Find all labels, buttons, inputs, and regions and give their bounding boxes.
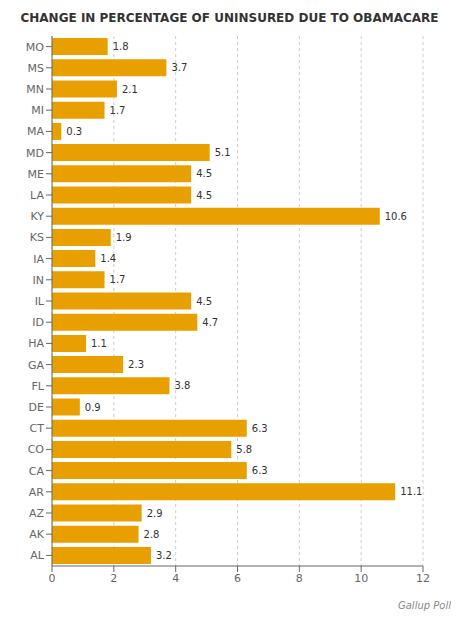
svg-text:2.3: 2.3 <box>128 359 144 370</box>
svg-text:6.3: 6.3 <box>252 423 268 434</box>
svg-text:1.7: 1.7 <box>110 105 126 116</box>
svg-text:IL: IL <box>35 295 45 308</box>
svg-text:10: 10 <box>354 572 368 585</box>
svg-text:MA: MA <box>27 125 44 138</box>
svg-text:IN: IN <box>33 274 44 287</box>
svg-text:1.4: 1.4 <box>100 253 116 264</box>
svg-text:FL: FL <box>32 380 45 393</box>
svg-text:0.3: 0.3 <box>66 126 82 137</box>
svg-text:AK: AK <box>29 528 45 541</box>
svg-text:DE: DE <box>29 401 44 414</box>
html-text:CHANGE IN PERCENTAGE OF UNINSU: CHANGE IN PERCENTAGE OF UNINSURED DUE TO… <box>20 11 439 25</box>
svg-text:4.5: 4.5 <box>196 296 212 307</box>
svg-text:0: 0 <box>49 572 56 585</box>
svg-text:10.6: 10.6 <box>385 211 407 222</box>
svg-text:4.5: 4.5 <box>196 190 212 201</box>
svg-text:KS: KS <box>30 231 44 244</box>
svg-text:2.9: 2.9 <box>147 508 163 519</box>
svg-text:LA: LA <box>30 189 44 202</box>
svg-text:4.5: 4.5 <box>196 168 212 179</box>
html-text:Gallup Poll: Gallup Poll <box>398 600 451 611</box>
svg-text:CA: CA <box>29 465 45 478</box>
svg-text:8: 8 <box>296 572 303 585</box>
svg-text:KY: KY <box>30 210 44 223</box>
svg-text:11.1: 11.1 <box>400 486 422 497</box>
svg-text:1.9: 1.9 <box>116 232 132 243</box>
svg-text:MN: MN <box>26 83 44 96</box>
svg-text:AZ: AZ <box>29 507 45 520</box>
svg-text:MI: MI <box>31 104 44 117</box>
svg-text:HA: HA <box>28 337 44 350</box>
svg-text:6.3: 6.3 <box>252 465 268 476</box>
svg-text:AR: AR <box>29 486 45 499</box>
svg-text:2: 2 <box>110 572 117 585</box>
svg-text:CO: CO <box>28 443 45 456</box>
svg-text:MO: MO <box>26 41 44 54</box>
svg-text:AL: AL <box>30 549 45 562</box>
svg-text:MS: MS <box>28 62 44 75</box>
svg-text:GA: GA <box>28 359 45 372</box>
svg-text:4.7: 4.7 <box>202 317 218 328</box>
svg-text:1.8: 1.8 <box>113 41 129 52</box>
svg-text:12: 12 <box>416 572 430 585</box>
svg-text:ME: ME <box>28 168 44 181</box>
svg-text:2.8: 2.8 <box>144 529 160 540</box>
svg-text:1.1: 1.1 <box>91 338 107 349</box>
svg-text:MD: MD <box>26 147 44 160</box>
svg-text:3.2: 3.2 <box>156 550 172 561</box>
svg-text:0.9: 0.9 <box>85 402 101 413</box>
svg-text:CT: CT <box>30 422 45 435</box>
svg-text:5.1: 5.1 <box>215 147 231 158</box>
svg-text:ID: ID <box>32 316 44 329</box>
svg-text:3.8: 3.8 <box>174 380 190 391</box>
svg-text:5.8: 5.8 <box>236 444 252 455</box>
svg-text:2.1: 2.1 <box>122 84 138 95</box>
svg-text:1.7: 1.7 <box>110 274 126 285</box>
svg-text:4: 4 <box>172 572 179 585</box>
svg-text:3.7: 3.7 <box>171 62 187 73</box>
svg-text:IA: IA <box>33 253 44 266</box>
svg-text:6: 6 <box>234 572 241 585</box>
